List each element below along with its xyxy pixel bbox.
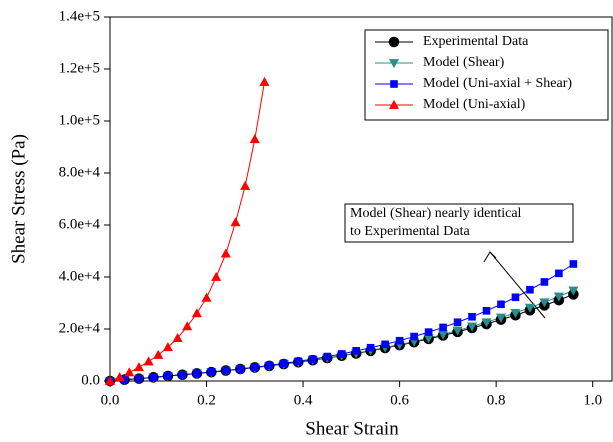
x-tick-label: 0.2 <box>197 392 216 408</box>
point <box>381 340 389 349</box>
point <box>193 369 201 378</box>
legend-label: Model (Shear) <box>423 55 505 70</box>
point <box>568 286 579 296</box>
point <box>182 321 193 331</box>
point <box>482 306 491 315</box>
legend-label: Model (Uni-axial) <box>423 97 526 112</box>
legend-marker <box>390 80 398 88</box>
point <box>143 356 154 366</box>
annotation-text: Model (Shear) nearly identical <box>350 206 522 221</box>
y-tick-label: 4.0e+4 <box>59 268 101 284</box>
x-tick-label: 0.0 <box>101 392 120 408</box>
point <box>220 248 231 258</box>
y-tick-label: 1.2e+5 <box>59 60 100 76</box>
point <box>452 326 463 336</box>
point <box>323 352 332 361</box>
point <box>524 303 535 313</box>
point <box>294 357 303 366</box>
annotation-text: to Experimental Data <box>350 224 471 239</box>
point <box>249 134 260 144</box>
point <box>259 76 270 86</box>
y-tick-label: 1.4e+5 <box>59 8 100 24</box>
point <box>497 300 505 309</box>
legend-marker <box>388 36 400 48</box>
point <box>236 365 245 373</box>
point <box>337 350 346 358</box>
point <box>410 332 418 341</box>
point <box>553 292 564 302</box>
point <box>453 318 462 327</box>
point <box>424 328 433 336</box>
legend-marker <box>388 59 400 69</box>
point <box>135 374 143 383</box>
point <box>481 318 492 328</box>
point <box>240 180 251 190</box>
legend-label: Experimental Data <box>423 34 529 49</box>
legend-label: Model (Uni-axial + Shear) <box>423 76 572 91</box>
point <box>133 362 144 372</box>
x-tick-label: 0.8 <box>487 392 506 408</box>
point <box>207 368 216 376</box>
plot-frame <box>109 16 613 382</box>
point <box>222 366 230 375</box>
legend-marker <box>388 99 400 109</box>
point <box>153 349 164 359</box>
point <box>526 285 534 294</box>
x-tick-label: 0.4 <box>294 392 313 408</box>
x-tick-label: 1.0 <box>583 392 602 408</box>
point <box>104 375 116 385</box>
point <box>555 269 563 278</box>
point <box>172 332 183 343</box>
point <box>352 347 360 355</box>
point <box>230 217 241 227</box>
point <box>191 308 202 318</box>
point <box>467 322 478 332</box>
y-tick-label: 2.0e+4 <box>59 320 101 336</box>
point <box>124 367 135 377</box>
point <box>439 323 447 332</box>
point <box>211 271 222 281</box>
point <box>495 313 506 323</box>
x-tick-label: 0.6 <box>390 392 409 408</box>
x-axis-title: Shear Strain <box>305 418 399 439</box>
point <box>569 260 578 268</box>
point <box>511 293 520 302</box>
point <box>308 355 317 363</box>
point <box>164 372 172 380</box>
point <box>201 292 212 302</box>
point <box>178 370 187 379</box>
point <box>162 342 173 352</box>
point <box>539 298 550 308</box>
point <box>114 371 125 382</box>
point <box>265 361 274 370</box>
y-axis-title: Shear Stress (Pa) <box>8 134 29 264</box>
point <box>395 336 404 345</box>
point <box>468 312 476 321</box>
point <box>540 278 549 286</box>
annotation-arrowhead <box>483 251 497 263</box>
point <box>279 359 288 368</box>
point <box>366 343 375 352</box>
y-tick-label: 8.0e+4 <box>59 164 101 180</box>
point <box>251 363 259 372</box>
y-tick-label: 1.0e+5 <box>59 112 100 128</box>
annotation-box <box>344 203 574 243</box>
point <box>149 373 158 382</box>
y-tick-label: 6.0e+4 <box>59 216 101 232</box>
point <box>510 308 521 318</box>
annotation-arrow <box>489 251 546 319</box>
series-line <box>109 81 265 382</box>
y-tick-label: 0.0 <box>81 372 100 388</box>
